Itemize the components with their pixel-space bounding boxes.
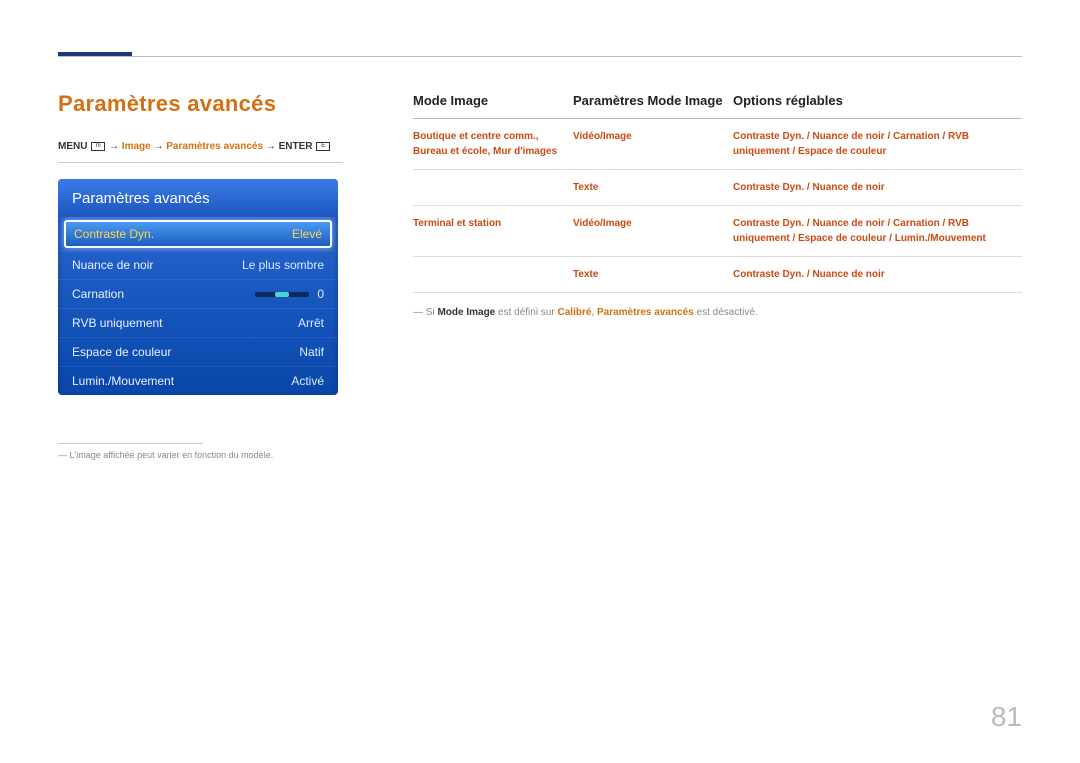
- menu-item-label: Carnation: [72, 287, 124, 301]
- menu-item-label: Lumin./Mouvement: [72, 374, 174, 388]
- table-cell: Terminal et station: [413, 206, 573, 257]
- breadcrumb-arrow: →: [109, 141, 122, 152]
- table-cell: Contraste Dyn. / Nuance de noir: [733, 257, 1022, 293]
- slider-track[interactable]: [255, 292, 309, 297]
- footnote-rule: [58, 443, 203, 444]
- table-cell: Texte: [573, 257, 733, 293]
- breadcrumb-enter-label: ENTER: [279, 141, 313, 152]
- table-row: Terminal et stationVidéo/ImageContraste …: [413, 206, 1022, 257]
- table-row: Boutique et centre comm., Bureau et écol…: [413, 119, 1022, 170]
- menu-item-value-wrap: 0: [255, 287, 324, 301]
- menu-item-1[interactable]: Nuance de noir Le plus sombre: [58, 250, 338, 279]
- breadcrumb-menu-label: MENU: [58, 141, 87, 152]
- settings-menu: Paramètres avancés Contraste Dyn. Elevé Nu…: [58, 179, 338, 395]
- menu-item-value: Le plus sombre: [242, 258, 324, 272]
- menu-item-label: Espace de couleur: [72, 345, 171, 359]
- menu-item-3[interactable]: RVB uniquement Arrêt: [58, 308, 338, 337]
- menu-item-value-wrap: Arrêt: [298, 316, 324, 330]
- menu-item-2[interactable]: Carnation 0: [58, 279, 338, 308]
- menu-item-label: Nuance de noir: [72, 258, 153, 272]
- table-row: TexteContraste Dyn. / Nuance de noir: [413, 170, 1022, 206]
- table-cell: Boutique et centre comm., Bureau et écol…: [413, 119, 573, 170]
- page-number: 81: [991, 701, 1022, 733]
- table-cell: Texte: [573, 170, 733, 206]
- table-cell: [413, 257, 573, 293]
- menu-item-label: Contraste Dyn.: [74, 227, 154, 241]
- menu-item-value-wrap: Le plus sombre: [242, 258, 324, 272]
- table-cell: Contraste Dyn. / Nuance de noir / Carnat…: [733, 206, 1022, 257]
- menu-header: Paramètres avancés: [58, 179, 338, 217]
- breadcrumb-arrow: →: [266, 141, 279, 152]
- table-cell: [413, 170, 573, 206]
- menu-icon: m: [91, 142, 105, 151]
- menu-item-label: RVB uniquement: [72, 316, 163, 330]
- menu-item-value: Elevé: [292, 227, 322, 241]
- menu-item-value: Activé: [291, 374, 324, 388]
- table-row: TexteContraste Dyn. / Nuance de noir: [413, 257, 1022, 293]
- menu-item-value-wrap: Natif: [299, 345, 324, 359]
- table-header-params-mode: Paramètres Mode Image: [573, 93, 733, 119]
- menu-item-value: Natif: [299, 345, 324, 359]
- options-table: Mode Image Paramètres Mode Image Options…: [413, 93, 1022, 330]
- table-cell: Contraste Dyn. / Nuance de noir / Carnat…: [733, 119, 1022, 170]
- table-cell: Vidéo/Image: [573, 206, 733, 257]
- menu-item-value: 0: [317, 287, 324, 301]
- breadcrumb-arrow: →: [153, 141, 166, 152]
- table-cell: Contraste Dyn. / Nuance de noir: [733, 170, 1022, 206]
- breadcrumb: MENU m → Image → Paramètres avancés → EN…: [58, 141, 343, 163]
- menu-item-value-wrap: Elevé: [292, 227, 322, 241]
- slider-fill: [275, 292, 289, 297]
- table-note-row: Si Mode Image est défini sur Calibré, Pa…: [413, 293, 1022, 331]
- menu-item-0[interactable]: Contraste Dyn. Elevé: [64, 220, 332, 248]
- menu-item-value: Arrêt: [298, 316, 324, 330]
- table-note: Si Mode Image est défini sur Calibré, Pa…: [413, 293, 1022, 331]
- enter-icon: E: [316, 142, 330, 151]
- page-title: Paramètres avancés: [58, 91, 343, 117]
- header-rule: [58, 56, 1022, 57]
- breadcrumb-path-2: Paramètres avancés: [166, 141, 263, 152]
- menu-item-4[interactable]: Espace de couleur Natif: [58, 337, 338, 366]
- table-cell: Vidéo/Image: [573, 119, 733, 170]
- table-header-options: Options réglables: [733, 93, 1022, 119]
- table-header-mode-image: Mode Image: [413, 93, 573, 119]
- menu-item-value-wrap: Activé: [291, 374, 324, 388]
- menu-item-5[interactable]: Lumin./Mouvement Activé: [58, 366, 338, 395]
- breadcrumb-path-1: Image: [122, 141, 151, 152]
- footnote-left: L'image affichée peut varier en fonction…: [58, 450, 343, 460]
